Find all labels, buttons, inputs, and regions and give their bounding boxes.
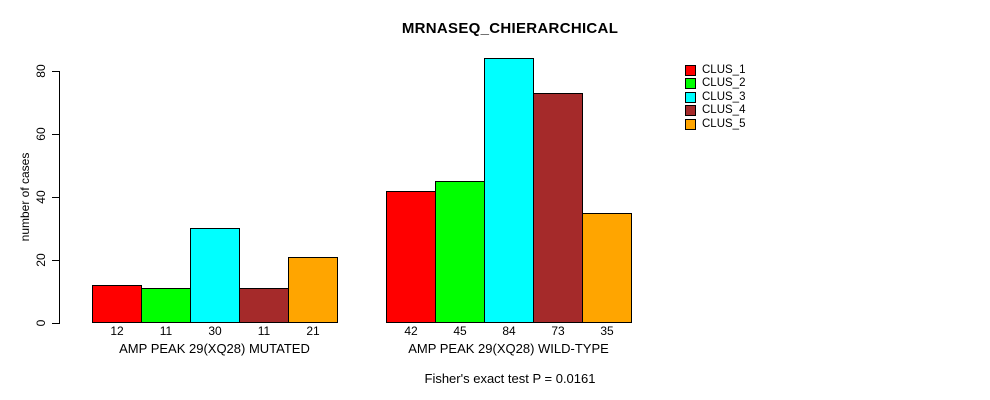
bar-value-label: 73	[551, 324, 565, 338]
bar-clus_5-group2	[582, 213, 632, 323]
y-axis-tick	[52, 71, 60, 72]
annotation-fisher-test: Fisher's exact test P = 0.0161	[424, 371, 596, 386]
legend-item-clus_5: CLUS_5	[685, 118, 745, 131]
bar-clus_5-group1	[288, 257, 338, 323]
bar-value-label: 30	[208, 324, 222, 338]
legend-color-swatch	[685, 105, 696, 117]
bar-value-label: 45	[453, 324, 467, 338]
bar-clus_2-group1	[141, 288, 191, 323]
bar-clus_3-group2	[484, 58, 534, 323]
legend-item-clus_3: CLUS_3	[685, 91, 745, 104]
bar-value-label: 11	[159, 324, 173, 338]
y-axis-tick-label: 60	[34, 127, 48, 141]
bar-value-label: 11	[257, 324, 271, 338]
bar-value-label: 35	[600, 324, 614, 338]
y-axis-tick	[52, 323, 60, 324]
category-label: AMP PEAK 29(XQ28) MUTATED	[119, 341, 310, 356]
legend-color-swatch	[685, 78, 696, 90]
category-label: AMP PEAK 29(XQ28) WILD-TYPE	[408, 341, 609, 356]
legend-item-label: CLUS_5	[702, 117, 746, 130]
y-axis-tick-label: 0	[34, 319, 48, 327]
bar-value-label: 84	[502, 324, 516, 338]
bar-clus_2-group2	[435, 181, 485, 323]
legend-color-swatch	[685, 91, 696, 103]
bar-clus_3-group1	[190, 228, 240, 323]
legend-item-clus_4: CLUS_4	[685, 104, 745, 117]
y-axis-tick-label: 20	[34, 253, 48, 267]
legend-color-swatch	[685, 118, 696, 130]
legend-item-label: CLUS_4	[702, 104, 746, 117]
bar-clus_4-group2	[533, 93, 583, 323]
legend-color-swatch	[685, 65, 696, 76]
bar-clus_1-group2	[386, 191, 436, 323]
bar-value-label: 42	[404, 324, 418, 338]
bar-clus_4-group1	[239, 288, 289, 323]
bar-clus_1-group1	[92, 285, 142, 323]
legend-item-label: CLUS_1	[702, 64, 746, 76]
chart-title: MRNASEQ_CHIERARCHICAL	[401, 20, 619, 37]
legend-item-clus_2: CLUS_2	[685, 77, 745, 90]
y-axis-tick-label: 80	[34, 64, 48, 78]
y-axis-tick	[52, 197, 60, 198]
y-axis-label: number of cases	[18, 152, 32, 242]
legend-item-label: CLUS_3	[702, 90, 746, 103]
legend-item-clus_1: CLUS_1	[685, 64, 745, 77]
y-axis-tick	[52, 260, 60, 261]
legend-item-label: CLUS_2	[702, 77, 746, 90]
y-axis-tick-label: 40	[34, 190, 48, 204]
y-axis-tick	[52, 134, 60, 135]
bar-value-label: 12	[110, 324, 124, 338]
bar-value-label: 21	[306, 324, 320, 338]
